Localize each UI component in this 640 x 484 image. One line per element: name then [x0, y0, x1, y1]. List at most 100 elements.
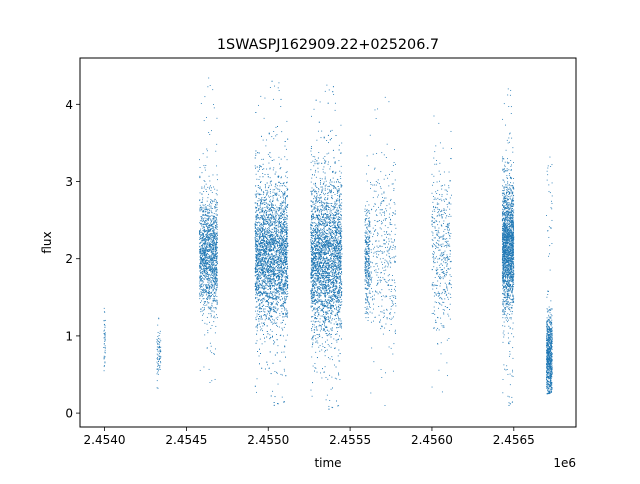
data-point: [216, 267, 217, 268]
data-point: [275, 225, 277, 227]
data-point: [212, 278, 214, 280]
data-point: [204, 322, 206, 324]
data-point: [271, 302, 273, 304]
data-point: [199, 199, 201, 201]
data-point: [257, 152, 259, 154]
data-point: [264, 249, 266, 251]
data-point: [272, 271, 274, 273]
data-point: [273, 228, 275, 230]
data-point: [199, 192, 201, 194]
data-point: [212, 240, 214, 242]
data-point: [216, 268, 218, 270]
data-point: [157, 336, 159, 338]
data-point: [208, 285, 210, 286]
data-point: [274, 235, 276, 237]
data-point: [263, 232, 265, 234]
data-point: [266, 205, 268, 207]
data-point: [208, 266, 209, 268]
data-point: [259, 271, 261, 273]
data-point: [264, 219, 266, 221]
data-point: [158, 318, 160, 320]
data-point: [279, 269, 280, 271]
data-point: [207, 227, 208, 229]
data-point: [285, 223, 287, 225]
data-point: [258, 274, 260, 276]
data-point: [255, 242, 256, 244]
data-point: [282, 274, 284, 276]
data-point: [280, 167, 282, 169]
data-point: [214, 298, 216, 300]
data-point: [199, 242, 201, 244]
data-point: [209, 286, 210, 287]
data-point: [204, 253, 206, 254]
data-point: [261, 211, 263, 213]
data-point: [206, 232, 208, 234]
data-point: [269, 297, 271, 299]
data-point: [281, 251, 283, 253]
data-point: [158, 365, 160, 366]
data-point: [276, 206, 278, 208]
data-point: [266, 269, 268, 271]
data-point: [279, 271, 280, 273]
data-point: [206, 263, 208, 265]
data-point: [285, 313, 287, 315]
data-point: [271, 221, 273, 223]
data-point: [215, 261, 217, 263]
data-point: [266, 313, 268, 315]
data-point: [268, 241, 269, 243]
data-point: [284, 203, 286, 205]
data-point: [264, 97, 266, 99]
data-point: [285, 312, 287, 314]
data-point: [258, 240, 260, 242]
data-point: [270, 283, 272, 285]
data-point: [270, 233, 272, 235]
data-point: [203, 271, 205, 273]
data-point: [158, 341, 160, 342]
data-point: [209, 218, 211, 220]
data-point: [287, 265, 288, 267]
data-point: [213, 257, 215, 259]
data-point: [261, 246, 263, 248]
data-point: [206, 267, 208, 269]
data-point: [261, 242, 263, 244]
data-point: [258, 298, 260, 300]
data-point: [273, 267, 275, 269]
data-point: [286, 227, 288, 229]
data-point: [271, 294, 273, 296]
data-point: [199, 222, 201, 224]
data-point: [216, 238, 218, 240]
data-point: [283, 262, 285, 264]
data-point: [270, 250, 271, 252]
data-point: [257, 245, 258, 247]
data-point: [281, 275, 283, 277]
data-point: [206, 297, 207, 299]
data-point: [286, 232, 287, 234]
data-point: [214, 232, 216, 234]
data-point: [271, 270, 273, 271]
data-point: [211, 254, 213, 256]
data-point: [266, 194, 267, 196]
data-point: [211, 231, 213, 233]
data-point: [257, 323, 259, 325]
data-point: [255, 240, 257, 241]
data-point: [203, 251, 205, 253]
data-point: [277, 263, 279, 265]
data-point: [275, 256, 277, 258]
data-point: [212, 243, 214, 245]
data-point: [205, 211, 207, 212]
data-point: [203, 259, 205, 261]
data-point: [212, 294, 214, 295]
data-point: [262, 304, 264, 306]
data-point: [260, 318, 262, 320]
data-point: [258, 167, 260, 169]
data-point: [273, 249, 275, 251]
data-point: [207, 250, 208, 252]
data-point: [286, 219, 288, 221]
data-point: [284, 286, 286, 287]
data-point: [285, 315, 287, 317]
data-point: [257, 263, 258, 265]
data-point: [259, 254, 261, 256]
data-point: [259, 323, 261, 325]
data-point: [214, 299, 216, 301]
data-point: [281, 298, 283, 300]
